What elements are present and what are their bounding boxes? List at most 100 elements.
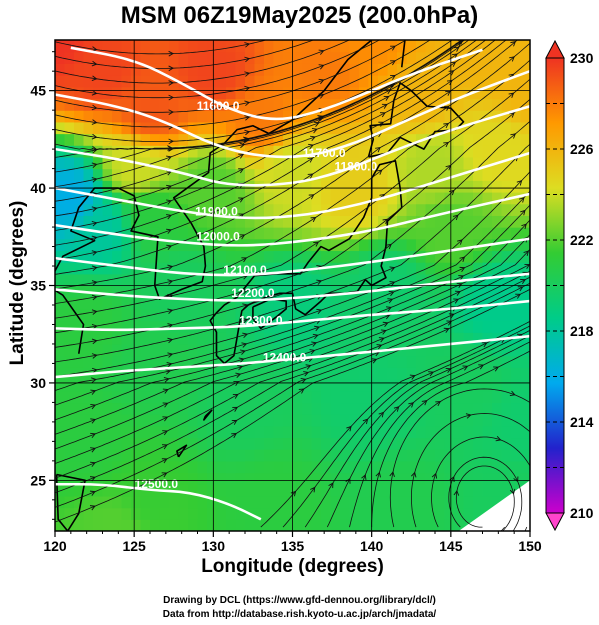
contour-12400 bbox=[55, 334, 530, 379]
streamline-arrow bbox=[166, 199, 172, 205]
streamline-arrow bbox=[91, 119, 98, 125]
streamline-arrow bbox=[387, 298, 394, 304]
x-axis-label: Longitude (degrees) bbox=[201, 556, 384, 577]
streamline-arrow bbox=[452, 214, 459, 221]
streamline-arrow bbox=[90, 447, 96, 453]
streamline-arrow bbox=[312, 333, 319, 340]
streamline-arrow bbox=[388, 290, 395, 297]
streamline-arrow bbox=[510, 41, 517, 47]
streamline-arrow bbox=[443, 141, 450, 148]
x-tick-label: 145 bbox=[439, 538, 463, 554]
streamline-arrow bbox=[166, 228, 172, 234]
streamline-arrow bbox=[376, 169, 383, 175]
streamline-arrow bbox=[318, 64, 325, 70]
streamline-arrow bbox=[89, 490, 96, 496]
streamline-arrow bbox=[91, 177, 98, 183]
streamline-arrow bbox=[453, 490, 460, 496]
streamline-arrow bbox=[232, 406, 239, 412]
streamline-arrow bbox=[313, 241, 320, 247]
streamline bbox=[55, 204, 530, 406]
streamline-arrow bbox=[168, 109, 174, 115]
streamline-arrow bbox=[375, 471, 381, 478]
streamline-arrow bbox=[166, 362, 173, 368]
streamline-arrow bbox=[443, 122, 450, 129]
streamline-arrow bbox=[166, 214, 172, 220]
streamline-arrow bbox=[231, 433, 238, 439]
streamline-arrow bbox=[519, 197, 525, 203]
streamline-arrow bbox=[168, 145, 174, 152]
streamline-arrow bbox=[91, 353, 98, 359]
streamline-arrow bbox=[318, 93, 325, 99]
streamline-arrow bbox=[162, 388, 169, 394]
contour-12100 bbox=[55, 237, 530, 277]
streamline-arrow bbox=[311, 128, 318, 134]
streamline-arrow bbox=[89, 476, 96, 482]
x-tick-label: 150 bbox=[518, 538, 542, 554]
streamline-arrow bbox=[453, 298, 460, 304]
streamline-arrow bbox=[307, 157, 314, 163]
colorbar-tick-label: 222 bbox=[570, 232, 594, 248]
streamline-arrow bbox=[167, 264, 174, 271]
streamline bbox=[55, 40, 268, 55]
contour-12000 bbox=[55, 192, 530, 247]
streamline-arrow bbox=[310, 216, 317, 223]
streamline-arrow bbox=[318, 49, 325, 55]
streamline bbox=[500, 526, 505, 531]
streamline-arrow bbox=[462, 365, 469, 371]
streamline-arrow bbox=[378, 411, 385, 418]
streamline bbox=[55, 40, 507, 261]
streamline-arrow bbox=[244, 129, 251, 136]
streamline-arrow bbox=[371, 358, 378, 364]
coastline-5 bbox=[400, 40, 406, 68]
y-tick-label: 40 bbox=[30, 180, 46, 196]
streamline-arrow bbox=[385, 306, 392, 312]
streamline-arrow bbox=[455, 290, 461, 296]
x-ticks: 120 125 130 135 140 145 150 bbox=[43, 531, 542, 554]
streamline-arrow bbox=[298, 388, 305, 394]
streamline-arrow bbox=[91, 280, 98, 286]
chart-title: MSM 06Z19May2025 (200.0hPa) bbox=[120, 2, 479, 29]
streamline-arrow bbox=[459, 256, 466, 262]
streamline bbox=[55, 171, 530, 378]
streamline-arrow bbox=[380, 112, 386, 118]
streamline-arrow bbox=[91, 250, 98, 256]
streamline-arrow bbox=[91, 367, 98, 374]
streamline bbox=[371, 350, 530, 528]
streamline-arrow bbox=[509, 112, 515, 118]
streamline-arrow bbox=[244, 85, 251, 92]
streamline-arrow bbox=[428, 371, 434, 377]
streamline-arrow bbox=[239, 234, 246, 240]
grid-lines bbox=[55, 40, 530, 531]
streamline-arrow bbox=[516, 179, 523, 186]
streamline-arrow bbox=[91, 309, 98, 315]
height-contours bbox=[55, 46, 530, 521]
streamline-arrow bbox=[393, 406, 400, 412]
streamline-arrow bbox=[457, 40, 464, 45]
streamline-arrow bbox=[523, 250, 530, 256]
streamline-arrow bbox=[316, 308, 323, 315]
streamline-arrow bbox=[378, 337, 385, 343]
streamline bbox=[55, 40, 496, 246]
streamline-arrow bbox=[162, 430, 169, 436]
streamline bbox=[55, 78, 530, 319]
streamline-arrow bbox=[240, 349, 246, 355]
streamline-arrow bbox=[457, 239, 463, 245]
streamline-arrow bbox=[91, 162, 98, 168]
streamline-arrow bbox=[362, 418, 369, 425]
y-ticks: 25 30 35 40 45 bbox=[30, 51, 55, 520]
domain-edge bbox=[458, 480, 530, 531]
streamline-arrow bbox=[378, 121, 385, 127]
streamline bbox=[55, 276, 530, 494]
contour-11700 bbox=[55, 69, 530, 159]
streamline-arrow bbox=[376, 344, 383, 350]
streamline-arrow bbox=[308, 143, 314, 150]
colorbar-max-extend bbox=[545, 39, 565, 59]
streamline bbox=[389, 388, 530, 528]
streamline-arrow bbox=[238, 197, 245, 203]
contour-12300 bbox=[55, 299, 530, 332]
streamline bbox=[55, 40, 470, 202]
streamline-arrow bbox=[458, 275, 465, 281]
streamline bbox=[55, 40, 407, 113]
